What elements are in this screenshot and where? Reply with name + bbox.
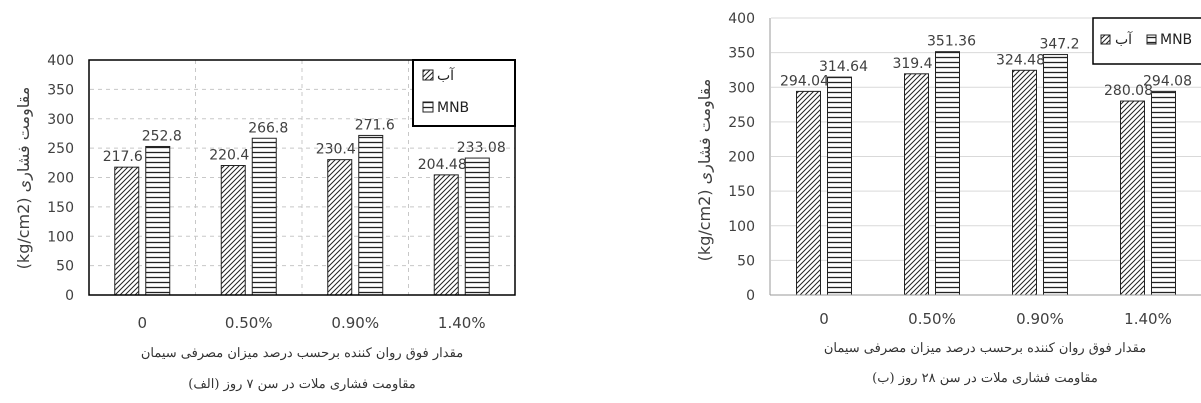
- y-tick-label: 100: [728, 219, 755, 235]
- chart-caption: (ب) مقاومت فشاری ملات در سن ۲۸ روز: [872, 371, 1098, 386]
- category-labels: 0 0.50% 0.90% 1.40%: [137, 314, 485, 332]
- y-tick-label: 0: [746, 288, 755, 304]
- bar-mnb: [251, 137, 277, 296]
- legend-swatch-water: [1100, 34, 1111, 45]
- y-tick-label: 100: [47, 229, 74, 245]
- legend-label-water: آب: [437, 67, 455, 84]
- bar-water: [1120, 100, 1145, 296]
- data-label: 347.2: [1039, 37, 1079, 53]
- y-tick-label: 350: [47, 82, 74, 98]
- x-tick-label: 0: [819, 310, 829, 328]
- y-tick-labels: 0 50 100 150 200 250 300 350 400: [728, 11, 755, 304]
- legend-swatch-mnb: [1146, 34, 1157, 45]
- plot-frame: [88, 59, 516, 296]
- data-label: 294.04: [780, 73, 829, 89]
- y-tick-label: 250: [47, 141, 74, 157]
- data-label: 233.08: [457, 140, 506, 156]
- bar-water: [796, 90, 821, 296]
- bar-mnb: [464, 157, 490, 296]
- y-axis-title: (kg/cm2) مقاومت فشاری: [695, 79, 715, 262]
- x-tick-label: 1.40%: [1124, 310, 1172, 328]
- y-tick-label: 300: [47, 112, 74, 128]
- y-tick-label: 0: [65, 288, 74, 304]
- y-tick-label: 200: [728, 150, 755, 166]
- bar-mnb: [358, 134, 384, 296]
- data-label: 266.8: [248, 120, 288, 136]
- x-tick-label: 0.50%: [225, 314, 273, 332]
- y-tick-label: 200: [47, 171, 74, 187]
- legend-label-water: آب: [1115, 31, 1133, 48]
- chart-caption: (الف) مقاومت فشاری ملات در سن ۷ روز: [188, 377, 416, 392]
- category-labels: 0 0.50% 0.90% 1.40%: [819, 310, 1172, 328]
- bar-mnb: [827, 76, 852, 296]
- bar-water: [327, 159, 353, 296]
- legend-label-mnb: MNB: [1160, 32, 1192, 48]
- data-label: 252.8: [142, 128, 182, 144]
- data-label: 217.6: [103, 149, 143, 165]
- x-tick-label: 0.90%: [331, 314, 379, 332]
- y-axis-title: (kg/cm2) مقاومت فشاری: [14, 87, 34, 270]
- bar-group: [114, 134, 490, 296]
- data-label: 220.4: [209, 148, 249, 164]
- bar-group: [796, 51, 1176, 296]
- bar-water: [114, 166, 140, 296]
- y-tick-label: 350: [728, 46, 755, 62]
- chart-7-day: 217.6 252.8 220.4 266.8 230.4 271.6 204.48233.…: [14, 53, 516, 392]
- data-label: 271.6: [355, 117, 395, 133]
- x-axis-title: مقدار فوق روان کننده برحسب درصد میزان مص…: [141, 346, 463, 361]
- bar-mnb: [145, 145, 171, 296]
- data-label: 319.4: [892, 56, 932, 72]
- legend: آب MNB: [1092, 17, 1201, 65]
- x-tick-label: 0.90%: [1016, 310, 1064, 328]
- legend-swatch-mnb: [422, 101, 434, 113]
- data-label: 280.08: [1104, 83, 1153, 99]
- data-label: 324.48: [996, 52, 1045, 68]
- bar-water: [904, 73, 929, 296]
- y-tick-label: 250: [728, 115, 755, 131]
- data-labels: 217.6 252.8 220.4 266.8 230.4 271.6 204.48233.…: [103, 117, 506, 172]
- y-tick-label: 150: [47, 200, 74, 216]
- legend-label-mnb: MNB: [437, 100, 469, 116]
- bar-water: [1012, 69, 1037, 296]
- y-tick-label: 50: [56, 259, 74, 275]
- y-tick-labels: 0 50 100 150 200 250 300 350 400: [47, 53, 74, 304]
- legend-swatch-water: [422, 69, 434, 81]
- bar-mnb: [1043, 54, 1068, 296]
- y-tick-label: 150: [728, 184, 755, 200]
- x-tick-label: 1.40%: [438, 314, 486, 332]
- x-axis-title: مقدار فوق روان کننده برحسب درصد میزان مص…: [824, 341, 1146, 356]
- x-tick-label: 0: [137, 314, 147, 332]
- data-label: 294.08: [1143, 73, 1192, 89]
- y-tick-label: 300: [728, 80, 755, 96]
- bar-mnb: [935, 51, 960, 296]
- data-label: 230.4: [316, 142, 356, 158]
- legend: آب MNB: [412, 59, 516, 127]
- y-tick-label: 400: [728, 11, 755, 27]
- bar-water: [433, 174, 459, 296]
- bar-water: [220, 165, 246, 296]
- x-tick-label: 0.50%: [908, 310, 956, 328]
- y-tick-label: 50: [737, 253, 755, 269]
- y-tick-label: 400: [47, 53, 74, 69]
- data-label: 351.36: [927, 34, 976, 50]
- bar-mnb: [1151, 90, 1176, 296]
- data-label: 314.64: [819, 59, 868, 75]
- data-label: 204.48: [418, 157, 467, 173]
